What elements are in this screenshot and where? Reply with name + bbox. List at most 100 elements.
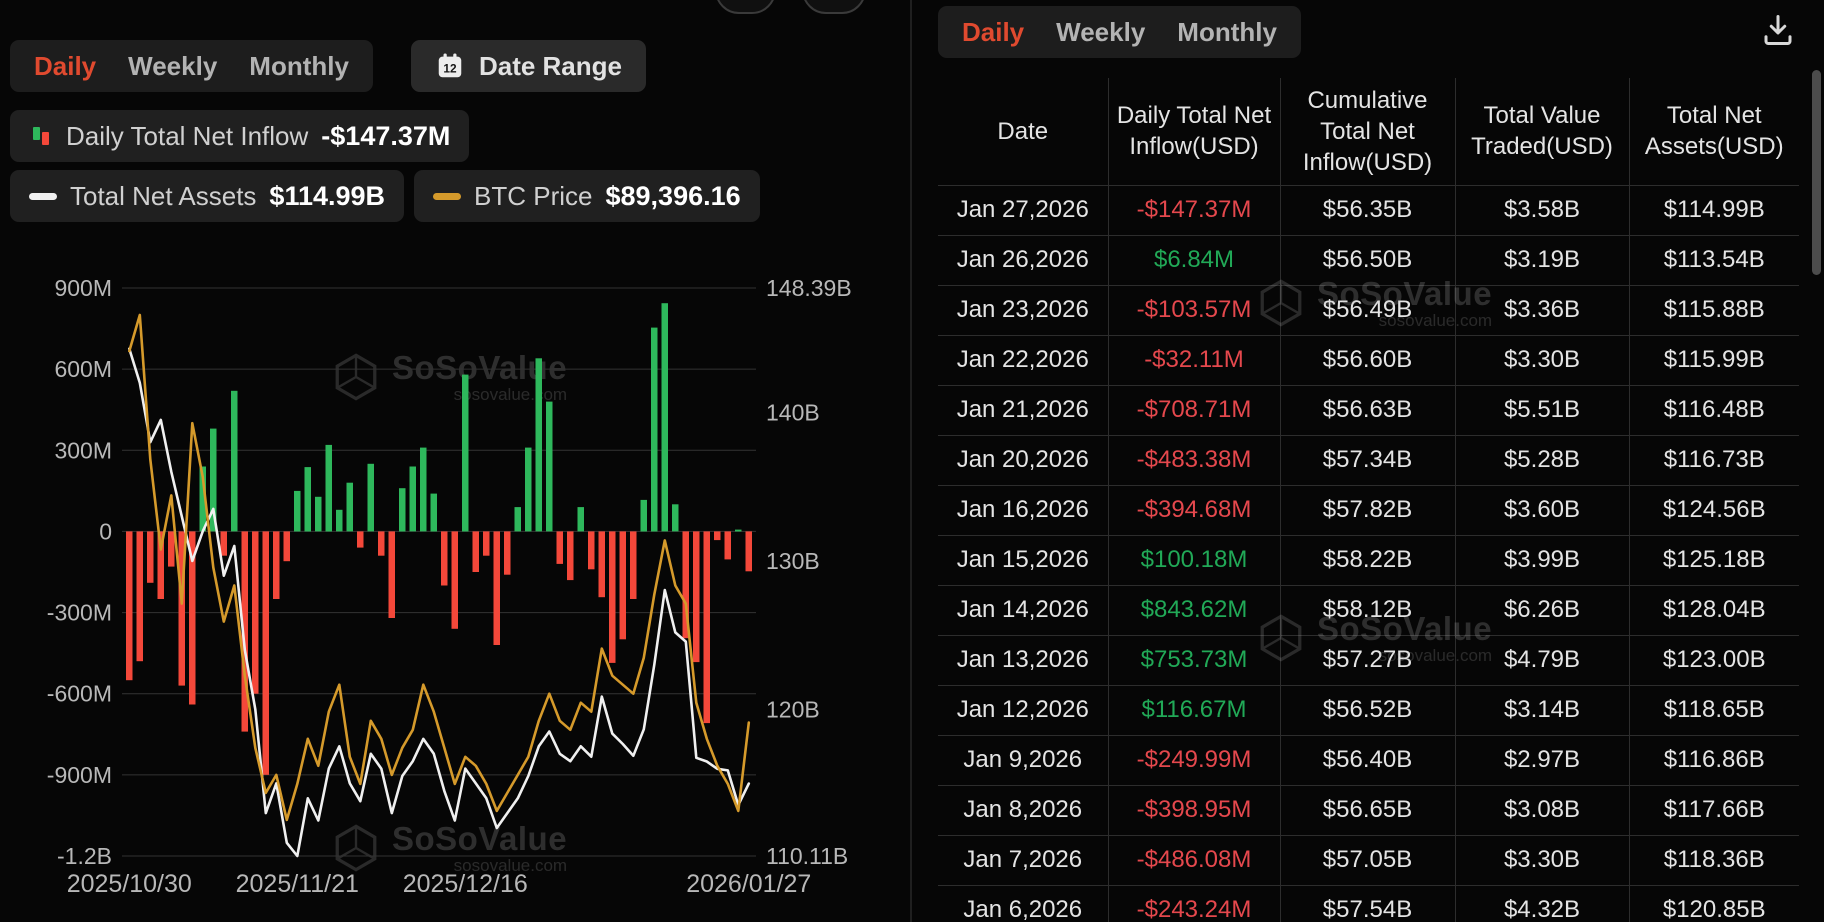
cell-value-traded: $3.99B — [1454, 534, 1630, 586]
toolbar-button-partial-2[interactable] — [802, 0, 866, 14]
cell-daily-inflow: -$483.38M — [1107, 434, 1281, 486]
cell-net-assets: $114.99B — [1628, 184, 1799, 236]
cell-date: Jan 21,2026 — [938, 384, 1109, 436]
cell-cumulative-inflow: $57.34B — [1279, 434, 1456, 486]
cell-date: Jan 14,2026 — [938, 584, 1109, 636]
cell-date: Jan 13,2026 — [938, 634, 1109, 686]
svg-text:2025/12/16: 2025/12/16 — [403, 870, 528, 898]
cell-date: Jan 7,2026 — [938, 834, 1109, 886]
download-icon[interactable] — [1756, 8, 1800, 52]
cell-date: Jan 20,2026 — [938, 434, 1109, 486]
cell-value-traded: $5.28B — [1454, 434, 1630, 486]
tab-monthly[interactable]: Monthly — [233, 51, 365, 82]
cell-cumulative-inflow: $56.50B — [1279, 234, 1456, 286]
cell-cumulative-inflow: $56.63B — [1279, 384, 1456, 436]
svg-text:12: 12 — [443, 62, 457, 76]
cell-net-assets: $116.48B — [1628, 384, 1799, 436]
legend-btc[interactable]: BTC Price $89,396.16 — [414, 170, 760, 222]
svg-text:2026/01/27: 2026/01/27 — [686, 870, 811, 898]
legend-row-inflow: Daily Total Net Inflow -$147.37M — [10, 110, 470, 162]
table-row: Jan 20,2026 -$483.38M $57.34B $5.28B $116.73… — [938, 434, 1799, 486]
cell-value-traded: $3.14B — [1454, 684, 1630, 736]
cell-value-traded: $3.19B — [1454, 234, 1630, 286]
svg-text:120B: 120B — [766, 696, 820, 722]
flow-chart[interactable]: 900M 600M 300M 0 -300M -600M -900M -1.2B 148.39B… — [0, 230, 910, 922]
table-row: Jan 15,2026 $100.18M $58.22B $3.99B $125.18B — [938, 534, 1799, 586]
cell-cumulative-inflow: $56.52B — [1279, 684, 1456, 736]
cell-daily-inflow: $753.73M — [1107, 634, 1281, 686]
cell-cumulative-inflow: $57.54B — [1279, 884, 1456, 922]
cell-net-assets: $123.00B — [1628, 634, 1799, 686]
cell-net-assets: $118.36B — [1628, 834, 1799, 886]
tab-daily[interactable]: Daily — [946, 17, 1040, 48]
cell-value-traded: $4.32B — [1454, 884, 1630, 922]
svg-text:148.39B: 148.39B — [766, 275, 852, 301]
cell-date: Jan 26,2026 — [938, 234, 1109, 286]
cell-date: Jan 9,2026 — [938, 734, 1109, 786]
legend-assets[interactable]: Total Net Assets $114.99B — [10, 170, 405, 222]
cell-daily-inflow: -$32.11M — [1107, 334, 1281, 386]
svg-text:-600M: -600M — [47, 681, 112, 707]
cell-date: Jan 6,2026 — [938, 884, 1109, 922]
table-row: Jan 7,2026 -$486.08M $57.05B $3.30B $118.36B — [938, 834, 1799, 886]
cell-date: Jan 23,2026 — [938, 284, 1109, 336]
cell-cumulative-inflow: $56.49B — [1279, 284, 1456, 336]
table-header-daily-inflow: Daily Total Net Inflow(USD) — [1107, 78, 1281, 186]
cell-daily-inflow: -$394.68M — [1107, 484, 1281, 536]
cell-cumulative-inflow: $56.35B — [1279, 184, 1456, 236]
cell-value-traded: $5.51B — [1454, 384, 1630, 436]
cell-date: Jan 27,2026 — [938, 184, 1109, 236]
tab-daily[interactable]: Daily — [18, 51, 112, 82]
svg-text:300M: 300M — [54, 437, 112, 463]
table-header-row: Date Daily Total Net Inflow(USD) Cumulat… — [938, 78, 1799, 186]
date-range-button[interactable]: 12 Date Range — [410, 40, 646, 92]
table-period-tabs: Daily Weekly Monthly — [938, 6, 1301, 58]
table-row: Jan 27,2026 -$147.37M $56.35B $3.58B $114.99… — [938, 184, 1799, 236]
svg-text:-1.2B: -1.2B — [57, 843, 112, 869]
chart-toolbar: Daily Weekly Monthly 12 Date Range — [10, 40, 900, 92]
svg-text:900M: 900M — [54, 275, 112, 301]
calendar-icon: 12 — [435, 51, 465, 81]
svg-text:110.11B: 110.11B — [766, 843, 848, 869]
cell-cumulative-inflow: $57.05B — [1279, 834, 1456, 886]
cell-daily-inflow: -$103.57M — [1107, 284, 1281, 336]
table-row: Jan 21,2026 -$708.71M $56.63B $5.51B $116.48… — [938, 384, 1799, 436]
svg-text:2025/10/30: 2025/10/30 — [67, 870, 192, 898]
cell-daily-inflow: -$486.08M — [1107, 834, 1281, 886]
cell-daily-inflow: -$708.71M — [1107, 384, 1281, 436]
cell-net-assets: $125.18B — [1628, 534, 1799, 586]
tab-monthly[interactable]: Monthly — [1161, 17, 1293, 48]
table-row: Jan 8,2026 -$398.95M $56.65B $3.08B $117.66B — [938, 784, 1799, 836]
table-header-date: Date — [938, 78, 1109, 186]
cell-date: Jan 15,2026 — [938, 534, 1109, 586]
cell-value-traded: $3.36B — [1454, 284, 1630, 336]
legend-row-lines: Total Net Assets $114.99B BTC Price $89,… — [10, 170, 760, 222]
assets-line — [128, 347, 751, 858]
cell-daily-inflow: -$398.95M — [1107, 784, 1281, 836]
bar-updown-icon — [29, 124, 53, 148]
tab-weekly[interactable]: Weekly — [1040, 17, 1161, 48]
chart-period-tabs: Daily Weekly Monthly — [10, 40, 373, 92]
svg-text:130B: 130B — [766, 548, 820, 574]
chart-panel: Daily Weekly Monthly 12 Date Range Daily… — [0, 0, 910, 922]
cell-net-assets: $117.66B — [1628, 784, 1799, 836]
cell-value-traded: $4.79B — [1454, 634, 1630, 686]
cell-value-traded: $6.26B — [1454, 584, 1630, 636]
table-row: Jan 16,2026 -$394.68M $57.82B $3.60B $124.56… — [938, 484, 1799, 536]
table-row: Jan 22,2026 -$32.11M $56.60B $3.30B $115.99B — [938, 334, 1799, 386]
svg-text:-900M: -900M — [47, 762, 112, 788]
cell-cumulative-inflow: $57.27B — [1279, 634, 1456, 686]
table-toolbar: Daily Weekly Monthly — [938, 6, 1800, 58]
orange-line-icon — [433, 192, 462, 200]
vertical-scrollbar[interactable] — [1812, 70, 1821, 275]
toolbar-button-partial-1[interactable] — [715, 0, 776, 14]
cell-date: Jan 8,2026 — [938, 784, 1109, 836]
svg-text:600M: 600M — [54, 356, 112, 382]
table-header-cumulative-inflow: Cumulative Total Net Inflow(USD) — [1279, 78, 1456, 186]
cell-daily-inflow: -$249.99M — [1107, 734, 1281, 786]
legend-inflow[interactable]: Daily Total Net Inflow -$147.37M — [10, 110, 470, 162]
cell-net-assets: $115.99B — [1628, 334, 1799, 386]
tab-weekly[interactable]: Weekly — [112, 51, 233, 82]
legend-inflow-label: Daily Total Net Inflow — [66, 120, 309, 151]
cell-value-traded: $3.60B — [1454, 484, 1630, 536]
